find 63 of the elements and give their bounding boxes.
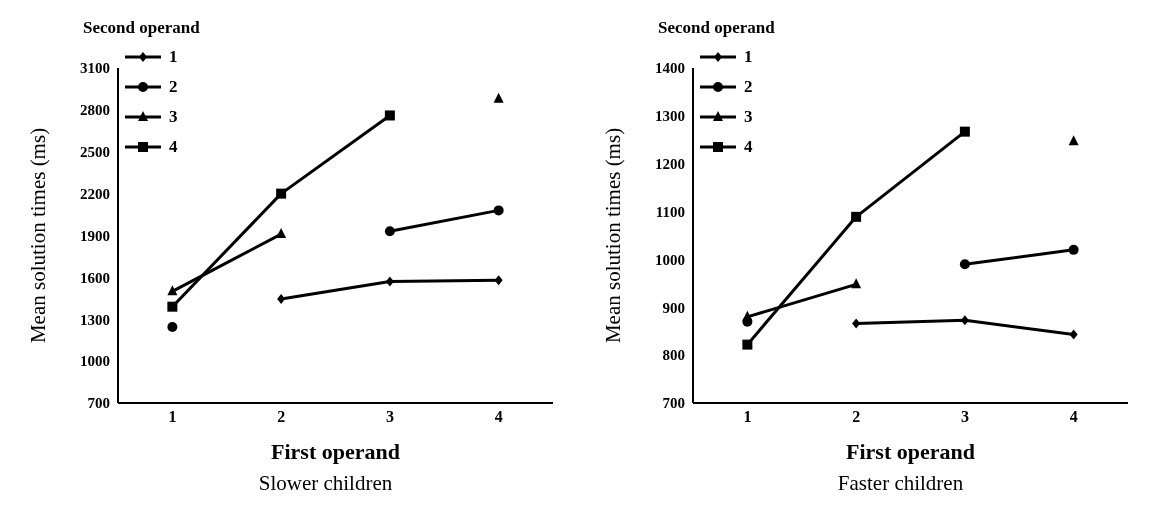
legend-title: Second operand <box>83 18 200 38</box>
point <box>493 92 504 103</box>
y-tick-label: 700 <box>87 395 110 412</box>
x-tick-label: 4 <box>1069 408 1078 426</box>
y-tick-label: 800 <box>662 347 685 364</box>
point <box>167 285 178 296</box>
point <box>494 275 503 286</box>
legend-title: Second operand <box>658 18 775 38</box>
legend-label: 3 <box>169 107 178 127</box>
y-axis-title: Mean solution times (ms) <box>601 127 626 344</box>
y-tick-label: 1000 <box>655 251 685 268</box>
legend-label: 4 <box>169 137 178 157</box>
x-tick-label: 3 <box>960 408 969 426</box>
x-axis-title: First operand <box>846 439 975 464</box>
point <box>959 126 970 137</box>
legend-label: 2 <box>169 77 178 97</box>
point <box>385 276 394 287</box>
point <box>742 310 753 321</box>
point <box>493 205 504 216</box>
point <box>384 110 395 121</box>
legend-label: 1 <box>744 47 753 67</box>
point <box>1069 329 1078 340</box>
y-tick-label: 1200 <box>655 156 685 173</box>
text: Faster children <box>836 471 965 496</box>
y-tick-label: 700 <box>662 395 685 412</box>
point <box>276 188 287 199</box>
y-tick-label: 2500 <box>80 144 110 161</box>
y-tick-label: 1400 <box>655 60 685 77</box>
point <box>1068 135 1079 146</box>
point <box>167 301 178 312</box>
point <box>742 339 753 350</box>
x-tick-label: 1 <box>168 408 177 426</box>
x-tick-label: 3 <box>385 408 394 426</box>
y-tick-label: 1600 <box>80 269 110 286</box>
point <box>276 228 287 239</box>
legend-label: 3 <box>744 107 753 127</box>
x-tick-label: 2 <box>852 408 861 426</box>
y-tick-label: 1100 <box>655 203 685 220</box>
y-tick-label: 3100 <box>80 60 110 77</box>
x-tick-label: 1 <box>743 408 752 426</box>
y-tick-label: 2800 <box>80 102 110 119</box>
point <box>1068 244 1079 255</box>
x-tick-label: 4 <box>494 408 503 426</box>
point <box>851 278 862 289</box>
y-tick-label: 1000 <box>80 353 110 370</box>
x-axis-title: First operand <box>271 439 400 464</box>
y-tick-label: 2200 <box>80 185 110 202</box>
y-axis-title: Mean solution times (ms) <box>26 127 51 344</box>
point <box>384 226 395 237</box>
x-tick-label: 2 <box>277 408 286 426</box>
legend-label: 2 <box>744 77 753 97</box>
text: Slower children <box>257 471 394 496</box>
legend-label: 1 <box>169 47 178 67</box>
legend-label: 4 <box>744 137 753 157</box>
y-tick-label: 1300 <box>80 311 110 328</box>
point <box>167 321 178 332</box>
point <box>852 318 861 329</box>
point <box>277 294 286 305</box>
point <box>851 211 862 222</box>
point <box>959 259 970 270</box>
y-tick-label: 1300 <box>655 108 685 125</box>
y-tick-label: 1900 <box>80 227 110 244</box>
y-tick-label: 900 <box>662 299 685 316</box>
